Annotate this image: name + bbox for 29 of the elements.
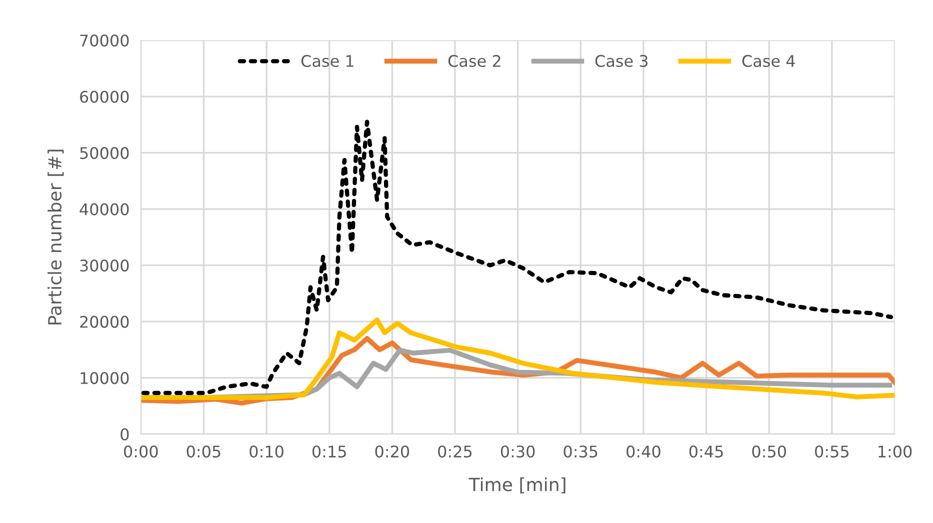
y-tick-label: 50000: [80, 147, 129, 160]
y-axis-title: Particle number [#]: [48, 150, 64, 324]
x-tick-label: 0:50: [752, 445, 786, 458]
legend-label: Case 3: [595, 54, 648, 68]
x-tick-label: 0:55: [815, 445, 848, 458]
x-tick-label: 0:10: [250, 445, 284, 458]
x-tick-label: 0:05: [186, 445, 220, 458]
x-tick-label: 0:20: [375, 445, 410, 458]
line-series: [140, 317, 895, 400]
y-tick-label: 70000: [80, 34, 129, 47]
x-tick-label: 0:35: [564, 445, 598, 458]
legend-label: Case 4: [742, 54, 795, 68]
x-tick-label: 1:00: [878, 445, 912, 458]
legend-label: Case 2: [448, 54, 500, 68]
y-tick-label: 0: [120, 428, 129, 440]
y-tick-label: 20000: [80, 316, 129, 328]
x-tick-label: 0:45: [689, 445, 723, 458]
x-axis-title: Time [min]: [468, 477, 566, 494]
y-tick-label: 40000: [80, 203, 129, 216]
y-tick-label: 10000: [80, 372, 129, 384]
x-tick-label: 0:40: [626, 445, 660, 458]
y-tick-label: 60000: [80, 90, 129, 103]
x-tick-label: 0:30: [500, 445, 535, 458]
x-tick-label: 0:00: [124, 445, 158, 458]
line-series: [141, 120, 894, 396]
y-tick-label: 30000: [80, 260, 129, 272]
x-tick-label: 0:25: [438, 445, 472, 458]
legend-label: Case 1: [301, 54, 354, 68]
x-tick-label: 0:15: [312, 445, 346, 458]
